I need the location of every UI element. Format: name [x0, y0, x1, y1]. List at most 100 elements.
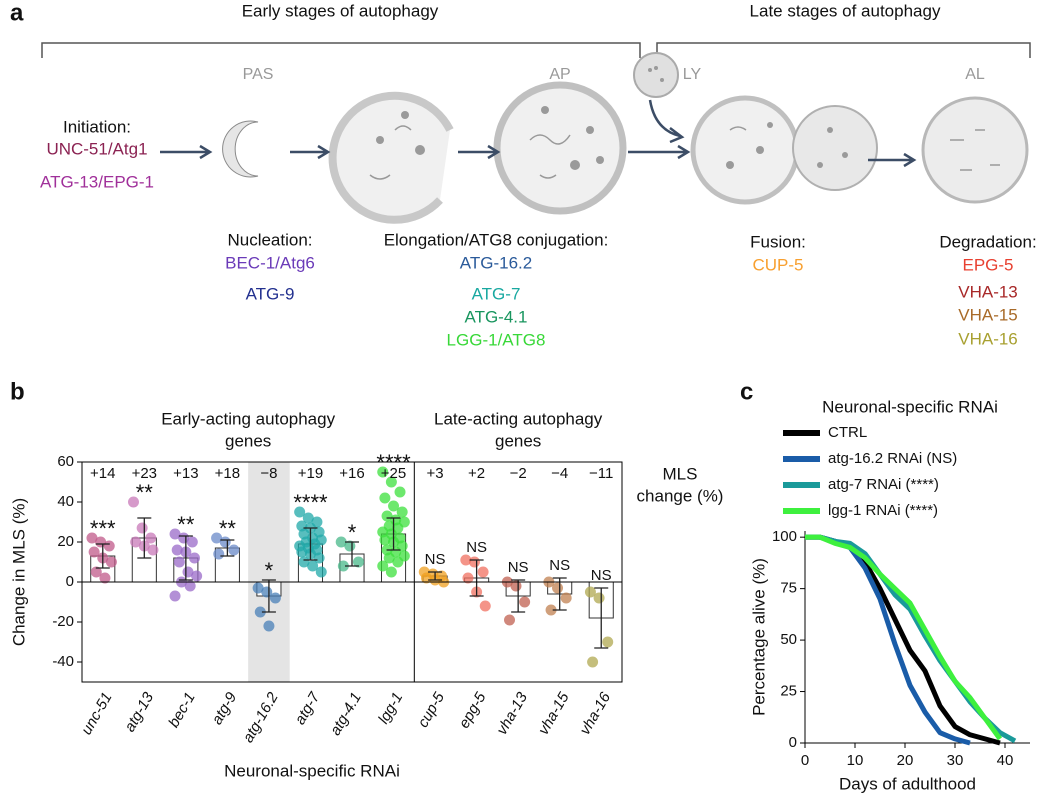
error-bar — [428, 571, 443, 581]
stage-label: AL — [965, 66, 985, 83]
data-point — [86, 532, 98, 544]
x-tick-label: atg-9 — [208, 689, 240, 728]
x-tick-label: bec-1 — [165, 689, 198, 730]
x-tick-label: atg-16.2 — [240, 689, 283, 746]
y-tick-label: -40 — [52, 653, 74, 670]
mls-change: +3 — [427, 465, 444, 482]
data-point — [213, 548, 225, 560]
data-point — [263, 620, 275, 632]
data-point — [552, 582, 564, 594]
legend-label: atg-7 RNAi (****) — [828, 476, 939, 493]
gene-label: ATG-13/EPG-1 — [40, 172, 154, 191]
fusing-autophagosome — [690, 95, 800, 205]
mls-change: +2 — [468, 465, 485, 482]
y-axis-label: Change in MLS (%) — [9, 498, 28, 646]
error-bar — [552, 577, 567, 611]
step-title: Fusion: — [750, 232, 806, 251]
error-bar — [345, 541, 359, 567]
legend-label: atg-16.2 RNAi (NS) — [828, 450, 957, 467]
gene-label: ATG-16.2 — [460, 253, 532, 272]
mls-change: +16 — [339, 465, 364, 482]
x-tick-label: epg-5 — [456, 689, 490, 731]
error-bar — [594, 587, 609, 649]
x-tick-label: lgg-1 — [375, 689, 406, 726]
gene-label: ATG-4.1 — [465, 307, 528, 326]
data-point — [379, 492, 391, 504]
data-point — [602, 636, 614, 648]
mls-change: −4 — [551, 465, 568, 482]
gene-label: BEC-1/Atg6 — [225, 253, 315, 272]
data-point — [377, 466, 389, 478]
data-point — [545, 604, 557, 616]
y-tick-label: 20 — [57, 533, 74, 550]
x-tick-label: atg-4.1 — [327, 689, 365, 738]
x-tick-label: vha-16 — [576, 689, 614, 738]
data-point — [462, 572, 474, 584]
mls-change: −2 — [510, 465, 527, 482]
significance: NS — [425, 551, 446, 568]
step-title: Nucleation: — [227, 230, 312, 249]
error-bar — [511, 579, 526, 613]
highlight-band — [248, 462, 290, 682]
y-tick-label: 40 — [57, 493, 74, 510]
data-point — [352, 556, 364, 568]
error-bar — [261, 579, 276, 613]
significance: *** — [90, 516, 116, 541]
data-point — [519, 596, 531, 608]
data-point — [392, 556, 404, 568]
data-point — [377, 560, 389, 572]
data-point — [385, 476, 397, 488]
data-point — [383, 552, 395, 564]
data-point — [128, 496, 140, 508]
x-tick-label: vha-13 — [493, 689, 531, 738]
data-point — [186, 536, 198, 548]
mls-change: −11 — [589, 465, 613, 482]
legend-label: CTRL — [828, 424, 867, 441]
plot-frame — [81, 461, 623, 683]
y-tick-label: 25 — [780, 683, 797, 700]
diagram-shapes — [41, 42, 1031, 224]
error-bar — [220, 539, 235, 557]
data-point — [99, 572, 111, 584]
data-point — [420, 572, 432, 584]
significance: * — [348, 520, 357, 545]
mls-change: +14 — [90, 465, 115, 482]
mls-change: −8 — [260, 465, 277, 482]
gene-label: VHA-15 — [958, 305, 1018, 324]
group-label: Early-acting autophagy — [161, 409, 335, 428]
data-point — [302, 512, 314, 524]
error-bar — [178, 535, 193, 581]
x-tick-label: vha-15 — [535, 689, 573, 738]
data-point — [468, 556, 480, 568]
data-point — [388, 500, 400, 512]
lysosome — [633, 52, 679, 98]
data-point — [593, 592, 605, 604]
error-bar — [95, 543, 110, 569]
significance: NS — [549, 557, 570, 574]
significance: NS — [591, 567, 612, 584]
data-point — [252, 582, 264, 594]
y-axis-label: Percentage alive (%) — [749, 558, 768, 716]
data-point — [313, 552, 325, 564]
data-point — [173, 556, 185, 568]
survival-line — [805, 534, 1017, 744]
data-point — [296, 546, 308, 558]
data-point — [460, 554, 472, 566]
step-title: Initiation: — [63, 117, 131, 136]
stage-label: PAS — [243, 66, 274, 83]
mls-change: +19 — [298, 465, 323, 482]
data-point — [169, 528, 181, 540]
panel-letter: c — [740, 378, 753, 405]
bracket-label: Late stages of autophagy — [750, 1, 941, 20]
chart-title: Neuronal-specific RNAi — [822, 397, 998, 416]
error-bar — [386, 517, 401, 551]
data-point — [394, 486, 406, 498]
step-title: Degradation: — [939, 232, 1036, 251]
gene-label: VHA-16 — [958, 329, 1018, 348]
data-point — [269, 592, 281, 604]
group-label: genes — [225, 431, 271, 450]
data-point — [298, 556, 310, 568]
x-axis-label: Days of adulthood — [839, 774, 976, 793]
bracket — [656, 42, 1031, 58]
data-point — [315, 566, 327, 578]
